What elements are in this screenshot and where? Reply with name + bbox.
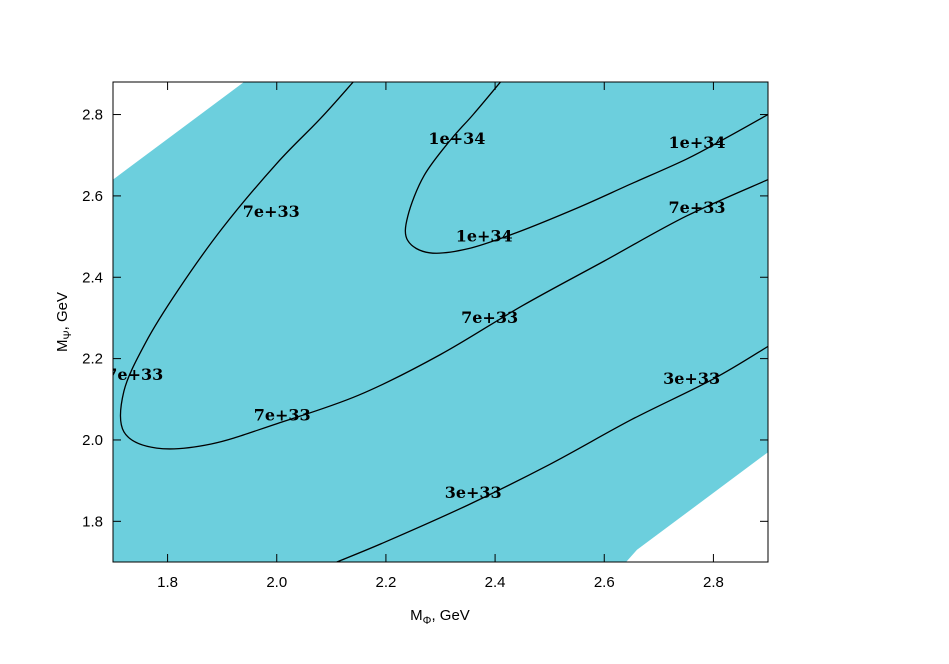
contour-label: 7e+33 bbox=[669, 198, 726, 217]
y-tick-label: 2.6 bbox=[82, 188, 103, 205]
x-tick-label: 2.0 bbox=[266, 574, 287, 591]
contour-line-7ep33 bbox=[119, 82, 768, 450]
plot-area: 1e+34 1e+34 1e+34 7e+33 7e+33 7e+33 7e+33 7e+33… bbox=[82, 81, 769, 591]
x-tick-label: 2.6 bbox=[594, 574, 615, 591]
y-tick-label: 2.8 bbox=[82, 107, 103, 124]
contour-line-3ep33 bbox=[336, 345, 768, 562]
y-tick-label: 2.0 bbox=[82, 432, 103, 449]
plot-content: 1e+34 1e+34 1e+34 7e+33 7e+33 7e+33 7e+33 7e+33… bbox=[106, 82, 768, 562]
contour-label: 1e+34 bbox=[456, 227, 513, 246]
contour-label: 7e+33 bbox=[106, 365, 163, 384]
contour-label: 3e+33 bbox=[663, 369, 720, 388]
x-axis-title: MΦ, GeV bbox=[410, 607, 470, 627]
y-axis-title: MΨ, GeV bbox=[54, 292, 74, 352]
y-tick-label: 1.8 bbox=[82, 513, 103, 530]
y-tick-label: 2.4 bbox=[82, 269, 103, 286]
x-tick-label: 2.4 bbox=[485, 574, 506, 591]
contour-label: 1e+34 bbox=[669, 133, 726, 152]
contour-label: 3e+33 bbox=[445, 483, 502, 502]
contour-label: 7e+33 bbox=[461, 308, 518, 327]
contour-label: 7e+33 bbox=[243, 202, 300, 221]
x-tick-label: 1.8 bbox=[157, 574, 178, 591]
contour-label: 1e+34 bbox=[428, 129, 485, 148]
allowed-region-fill bbox=[113, 82, 768, 562]
x-tick-label: 2.8 bbox=[703, 574, 724, 591]
plot-frame bbox=[112, 81, 769, 563]
contour-line-1ep34 bbox=[404, 82, 768, 254]
x-tick-label: 2.2 bbox=[375, 574, 396, 591]
contour-label: 7e+33 bbox=[254, 406, 311, 425]
y-tick-label: 2.2 bbox=[82, 351, 103, 368]
